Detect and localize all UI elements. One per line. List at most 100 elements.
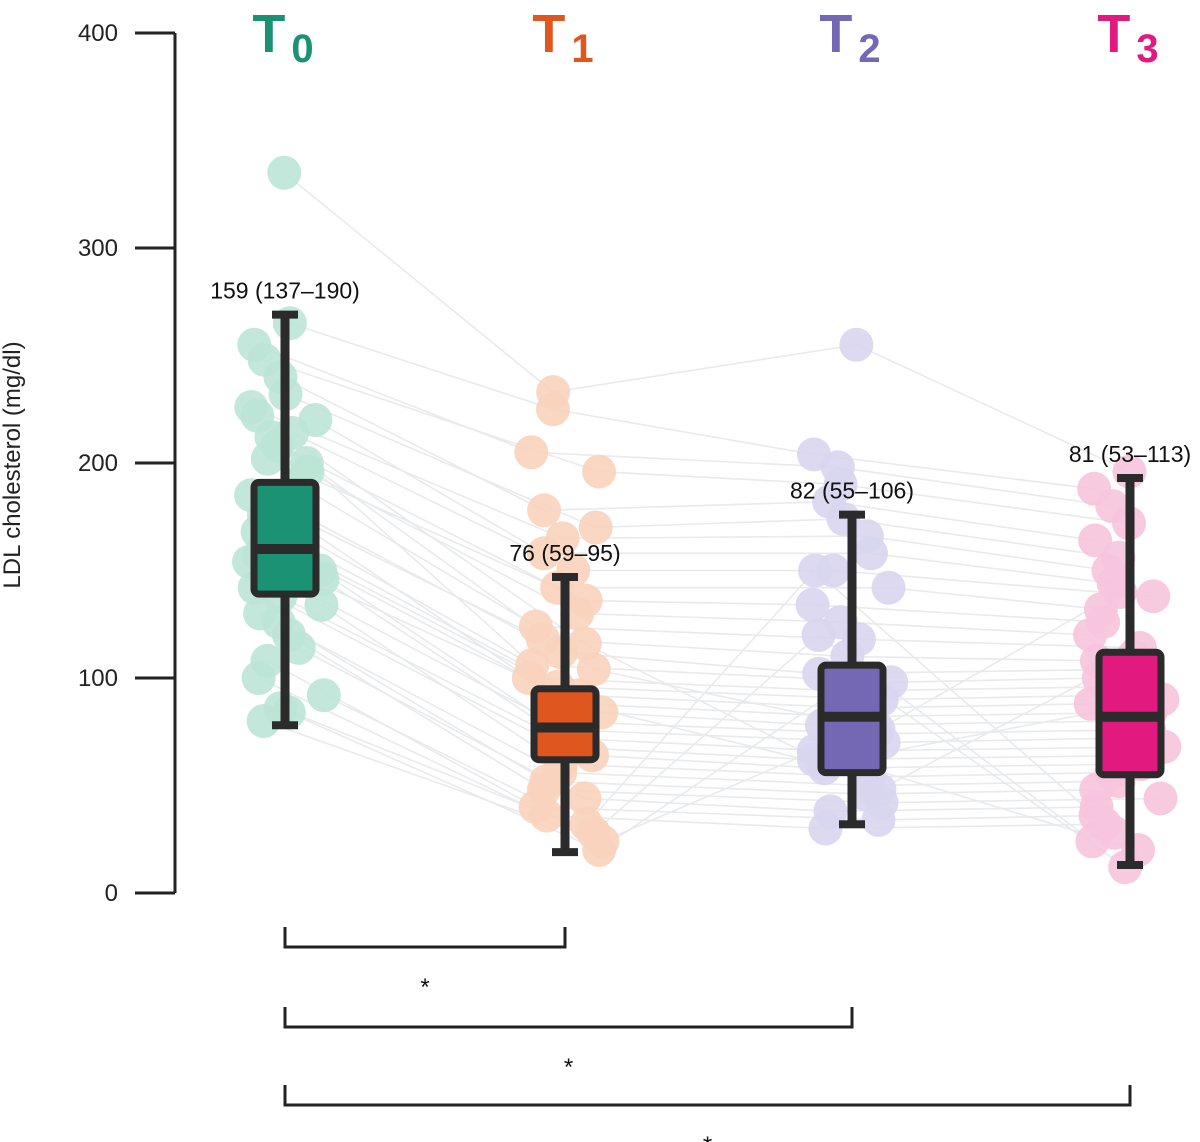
paired-line [314,419,545,554]
data-point [1073,618,1108,652]
data-point [582,833,617,867]
paired-line [283,172,554,393]
paired-line [319,569,561,731]
data-point [795,587,830,622]
y-tick-label: 0 [105,880,118,907]
data-point [871,570,906,605]
box-stat-label: 82 (55–106) [790,478,914,504]
y-axis: 0 100 200 300 400 [78,20,177,907]
box-3 [1095,474,1165,870]
paired-line [585,569,816,825]
paired-line [553,343,857,393]
data-point [567,626,602,661]
data-point [853,536,888,571]
box-1 [530,572,600,857]
paired-line [297,483,537,628]
data-point [567,781,602,816]
paired-line [254,586,561,748]
paired-line [843,518,1119,559]
group-label-letter: T [819,4,852,64]
paired-line [867,780,1119,787]
y-tick-label: 200 [78,450,118,477]
paired-line [531,451,838,469]
significance-bracket [283,1007,854,1029]
paired-line [560,651,820,675]
data-point [1143,781,1178,816]
data-point [1078,523,1113,558]
paired-lines-layer [248,172,1165,868]
paired-line [577,612,841,623]
data-point [241,661,276,695]
data-point [839,327,874,362]
data-point [289,446,324,480]
paired-line [544,500,830,512]
significance-layer: * * * [283,927,1132,1142]
data-point [578,510,613,545]
paired-line [881,797,1161,804]
paired-line [284,505,562,653]
paired-line [291,432,574,572]
paired-line [277,445,558,589]
significance-bracket [283,1085,1132,1107]
boxes-layer [250,310,1165,870]
paired-line [840,483,1130,524]
data-point [527,493,562,528]
paired-line [552,408,815,456]
box-0 [250,310,320,730]
paired-line [267,457,587,602]
paired-line [546,780,865,795]
y-tick-label: 100 [78,665,118,692]
paired-line [592,754,825,770]
data-point [582,454,617,489]
paired-line [562,535,867,540]
paired-line [564,737,834,752]
data-point [514,435,549,470]
paired-line [847,655,1097,662]
points-layer [232,155,1182,885]
paired-line [288,634,545,791]
significance-star: * [564,1054,573,1081]
paired-line [322,578,566,739]
box-stat-label: 76 (59–95) [509,540,620,566]
data-point [529,798,564,833]
paired-line [813,453,1095,490]
data-point [576,652,611,687]
paired-line [837,466,1113,507]
paired-line [829,500,1096,542]
group-label-letter: T [1097,4,1130,64]
data-point [1136,579,1171,614]
data-point [861,802,896,837]
data-point [526,536,561,571]
box-stat-label: 81 (53–113) [1069,441,1191,467]
paired-line [812,604,1104,623]
data-point [801,618,836,652]
group-label-subscript: 2 [858,27,880,71]
paired-line [814,569,1115,834]
data-point [1075,824,1110,859]
box-2 [817,510,887,829]
paired-line [585,599,813,606]
group-label-subscript: 0 [291,27,313,71]
paired-line [840,621,1091,636]
box-iqr [250,478,320,598]
data-point [536,392,571,427]
data-point [797,553,832,588]
data-point [240,398,275,433]
y-tick-label: 300 [78,235,118,262]
group-label-letter: T [532,4,565,64]
labels-layer: 159 (137–190) 76 (59–95) 82 (55–106) 81 (53… [210,4,1191,566]
significance-bracket [283,927,567,949]
paired-line [595,518,844,529]
paired-line [888,586,1102,610]
paired-line [584,797,831,813]
paired-line [866,535,1109,572]
paired-line [856,344,1130,473]
data-point [862,772,897,807]
paired-line [891,677,1099,684]
paired-line [878,591,1121,731]
